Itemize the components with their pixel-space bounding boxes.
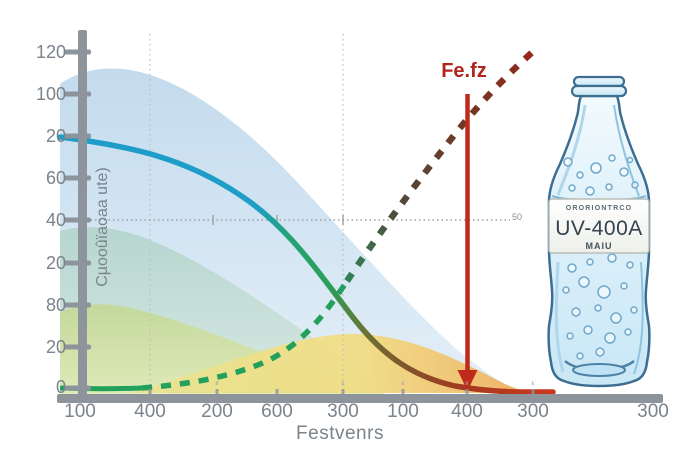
y-tick-label: 120 bbox=[35, 42, 66, 62]
bottle-bubbles bbox=[562, 154, 639, 360]
y-tick-label: 0 bbox=[55, 377, 66, 397]
x-tick-label: 100 bbox=[64, 401, 96, 422]
threshold-value-label: 50 bbox=[512, 212, 523, 222]
x-tick-label: 300 bbox=[327, 401, 359, 422]
x-tick-artifact: ᴇ bbox=[341, 381, 345, 387]
bottle-base-shading bbox=[564, 359, 635, 377]
x-axis-title: Festvenrs bbox=[296, 423, 384, 444]
x-tick-label: 200 bbox=[201, 401, 233, 422]
annotation-arrow bbox=[457, 94, 478, 391]
x-tick-label: 300 bbox=[637, 401, 669, 422]
y-tick-label: 80 bbox=[45, 295, 66, 315]
axes bbox=[57, 30, 663, 403]
arrow-annotation-label: Fe.fz bbox=[441, 60, 487, 82]
y-tick-label: 20 bbox=[45, 253, 66, 273]
y-tick-label: 60 bbox=[45, 168, 66, 188]
x-tick-label: 400 bbox=[134, 401, 166, 422]
x-tick-label: 300 bbox=[517, 401, 549, 422]
x-tick-label: 600 bbox=[261, 401, 293, 422]
declining-solid-curve bbox=[57, 134, 556, 395]
x-tick-label: 100 bbox=[387, 401, 419, 422]
x-tick-artifact: ʙ bbox=[465, 381, 469, 387]
x-tick-label: 400 bbox=[451, 401, 483, 422]
background-bands bbox=[60, 68, 543, 394]
bottle-lip bbox=[570, 75, 628, 98]
y-axis-ticks bbox=[64, 49, 91, 391]
bottle-label-main-text: UV-400A bbox=[555, 217, 643, 240]
x-tick-artifact: ʙ bbox=[215, 381, 219, 387]
bottle-illustration bbox=[547, 75, 651, 388]
bottle-label-top-text: ORORIONTRCO bbox=[565, 205, 633, 212]
bottle-label-sub-text: MAIU bbox=[585, 241, 613, 251]
y-tick-label: 100 bbox=[35, 84, 66, 104]
x-tick-artifact: ᴇ bbox=[531, 381, 535, 387]
y-tick-label: 20 bbox=[45, 126, 66, 146]
y-tick-label: 40 bbox=[45, 210, 66, 230]
y-axis-title: Cµooûïaoaa ute) bbox=[8, 132, 111, 322]
y-tick-label: 20 bbox=[45, 337, 66, 357]
x-axis-ticks bbox=[148, 389, 535, 395]
vertical-gridlines bbox=[149, 34, 344, 395]
x-tick-artifact: ᴇ bbox=[401, 381, 405, 387]
bottle-label-band bbox=[548, 198, 650, 254]
